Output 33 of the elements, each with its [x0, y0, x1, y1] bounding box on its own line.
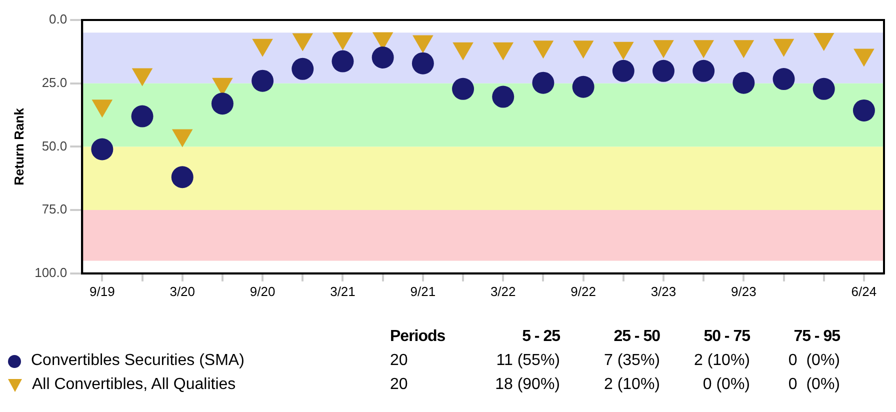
- x-tick-label: 9/21: [410, 284, 436, 299]
- y-axis-title: Return Rank: [11, 107, 26, 186]
- text: 0 (0%): [702, 376, 750, 394]
- text: Periods: [390, 328, 446, 346]
- x-tick-label: 3/21: [330, 284, 356, 299]
- y-tick-label: 75.0: [42, 202, 68, 217]
- x-tick-label: 9/20: [250, 284, 276, 299]
- text: 0 (0%): [787, 376, 840, 394]
- y-tick-label: 100.0: [34, 264, 68, 280]
- x-tick-label: 9/22: [570, 284, 596, 299]
- text: 2 (10%): [602, 376, 660, 394]
- x-tick-label: 3/20: [170, 284, 196, 299]
- x-tick-label: 6/24: [851, 284, 877, 299]
- y-tick-label: 25.0: [42, 74, 68, 90]
- text: 11 (55%): [495, 352, 560, 370]
- text: 50 - 75: [702, 328, 750, 346]
- legend-label: All Convertibles, All Qualities: [32, 376, 236, 394]
- text: 7 (35%): [602, 352, 660, 370]
- text: 18 (90%): [494, 376, 560, 394]
- text: 20: [390, 352, 409, 370]
- x-tick-label: 3/22: [490, 284, 516, 299]
- x-tick-label: 9/23: [731, 284, 756, 299]
- text: 25 - 50: [612, 328, 660, 346]
- y-tick-label: 50.0: [42, 138, 68, 154]
- text: 2 (10%): [692, 352, 750, 370]
- text: 5 - 25: [521, 328, 560, 346]
- text: 0 (0%): [787, 352, 840, 370]
- x-tick-label: 3/23: [650, 284, 676, 299]
- legend-label: Convertibles Securities (SMA): [31, 352, 244, 370]
- y-tick-label: 0.0: [49, 12, 68, 27]
- text: 75 - 95: [792, 328, 840, 346]
- text: 20: [390, 376, 409, 394]
- x-tick-label: 9/19: [90, 284, 115, 299]
